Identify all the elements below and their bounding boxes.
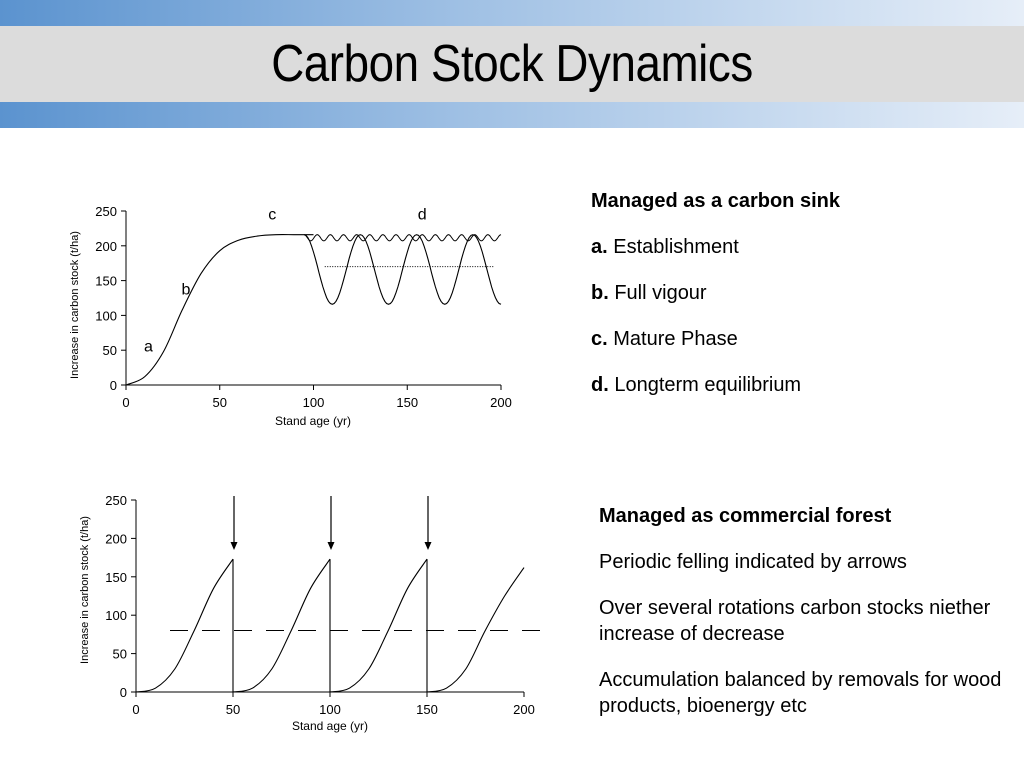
rotation-growth-curve	[329, 558, 428, 693]
x-axis-label: Stand age (yr)	[275, 414, 351, 428]
y-tick-label: 200	[105, 531, 127, 546]
felling-arrow-head	[230, 542, 238, 550]
x-tick-label: 50	[213, 395, 227, 410]
y-tick-label: 100	[105, 608, 127, 623]
rotation-growth-curve	[232, 558, 331, 693]
y-tick-label: 0	[110, 378, 117, 393]
x-tick-label: 100	[303, 395, 325, 410]
y-axis-label: Increase in carbon stock (t/ha)	[79, 516, 91, 664]
felling-arrow-head	[424, 542, 432, 550]
x-axis-label: Stand age (yr)	[292, 719, 368, 733]
y-tick-label: 50	[113, 647, 127, 662]
y-axis-label: Increase in carbon stock (t/ha)	[69, 231, 81, 379]
y-tick-label: 100	[95, 308, 117, 323]
x-tick-label: 150	[396, 395, 418, 410]
x-tick-label: 0	[132, 702, 139, 717]
commercial-forest-notes: Managed as commercial forest Periodic fe…	[599, 503, 1019, 739]
y-tick-label: 0	[120, 685, 127, 700]
carbon-sink-legend: Managed as a carbon sink a. Establishmen…	[591, 188, 1011, 418]
felling-arrow-head	[327, 542, 335, 550]
note-accumulation: Accumulation balanced by removals for wo…	[599, 669, 1002, 717]
x-tick-label: 50	[226, 702, 240, 717]
title-bar	[0, 26, 1024, 102]
y-tick-label: 200	[95, 239, 117, 254]
legend-item-d: d. Longterm equilibrium	[591, 374, 802, 396]
slide-title: Carbon Stock Dynamics	[271, 35, 753, 93]
legend-item-b: b. Full vigour	[591, 282, 707, 304]
note-rotations: Over several rotations carbon stocks nie…	[599, 597, 991, 645]
x-tick-label: 200	[513, 702, 535, 717]
x-tick-label: 100	[319, 702, 341, 717]
y-tick-label: 250	[105, 493, 127, 508]
rotation-oscillation	[303, 234, 502, 305]
y-tick-label: 50	[103, 343, 117, 358]
x-tick-label: 0	[122, 395, 129, 410]
legend-item-c: c. Mature Phase	[591, 328, 738, 350]
y-tick-label: 250	[95, 204, 117, 219]
y-axis: 0 50 100 150 200 250	[95, 204, 127, 393]
legend-item-a: a. Establishment	[591, 236, 739, 258]
panel2-heading: Managed as commercial forest	[599, 505, 892, 527]
carbon-sink-chart: 0 50 100 150 200 250 0 50 100 150 200 Increase in…	[69, 204, 512, 428]
y-axis: 0 50 100 150 200 250	[105, 493, 137, 700]
x-tick-label: 150	[416, 702, 438, 717]
phase-label-a: a	[144, 339, 153, 356]
x-axis: 0 50 100 150 200	[132, 691, 535, 717]
panel1-heading: Managed as a carbon sink	[591, 190, 840, 212]
header-band-bottom	[0, 102, 1024, 128]
growth-curve	[125, 234, 314, 386]
commercial-forest-chart: 0 50 100 150 200 250 0 50 100 150 200 Increase in…	[79, 493, 544, 733]
x-axis: 0 50 100 150 200	[122, 384, 512, 410]
y-tick-label: 150	[105, 570, 127, 585]
fine-oscillation	[303, 234, 502, 242]
phase-label-d: d	[418, 206, 427, 223]
phase-label-c: c	[268, 206, 276, 223]
rotation-growth-curve	[135, 558, 234, 693]
rotation-growth-curve	[426, 567, 525, 693]
note-felling: Periodic felling indicated by arrows	[599, 551, 907, 573]
phase-label-b: b	[182, 282, 191, 299]
header-band-top	[0, 0, 1024, 26]
x-tick-label: 200	[490, 395, 512, 410]
y-tick-label: 150	[95, 274, 117, 289]
